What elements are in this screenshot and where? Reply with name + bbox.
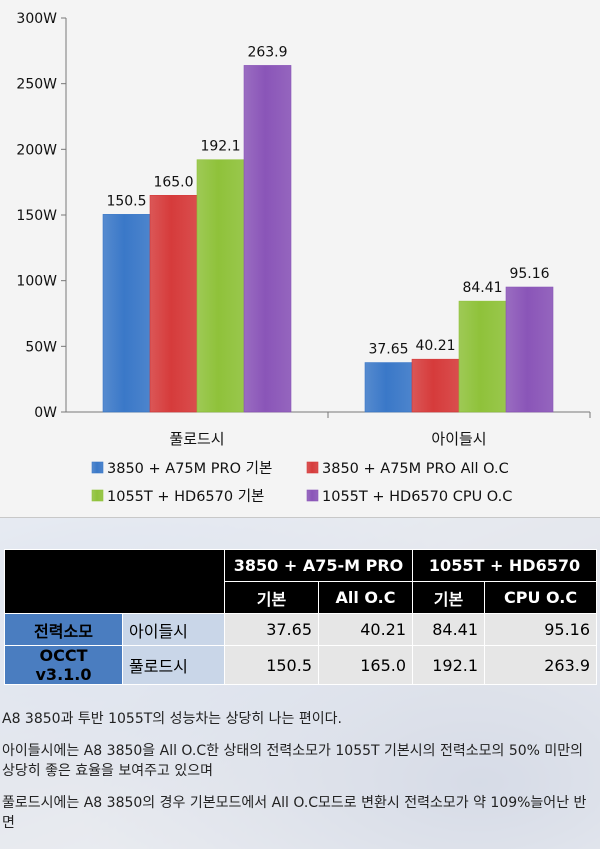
table-cell: 165.0 — [317, 645, 414, 685]
bar — [243, 65, 292, 413]
bar — [364, 362, 413, 413]
table-corner — [4, 549, 225, 614]
table-header-cell: 기본 — [412, 581, 486, 614]
legend-label: 1055T + HD6570 기본 — [107, 488, 264, 505]
paragraph-2: 아이들시에는 A8 3850을 All O.C한 상태의 전력소모가 1055T… — [2, 743, 584, 779]
y-tick-label: 250W — [16, 77, 57, 93]
table-cell: 150.5 — [224, 645, 319, 685]
data-label: 263.9 — [247, 44, 287, 60]
table-header-cell: CPU O.C — [484, 581, 598, 614]
table-cell: 95.16 — [484, 613, 598, 646]
table-header-group: 3850 + A75-M PRO — [223, 549, 414, 582]
legend-swatch — [306, 461, 319, 474]
power-chart: 0W 50W 100W 150W 200W 250W 300W 150.5 165.0 192.1… — [0, 0, 600, 518]
bar — [196, 159, 245, 413]
bar — [149, 195, 198, 413]
table-header-row-top: 3850 + A75-M PRO 1055T + HD6570 — [4, 549, 598, 614]
data-label: 95.16 — [509, 266, 549, 282]
x-category-label: 풀로드시 — [169, 430, 224, 448]
data-label: 150.5 — [106, 193, 146, 209]
table-row: OCCT v3.1.0 풀로드시 150.5 165.0 192.1 263.9 — [4, 645, 598, 685]
table-cell: 37.65 — [224, 613, 319, 646]
y-tick-label: 300W — [16, 11, 57, 27]
table-header-cell: 기본 — [224, 581, 319, 614]
data-label: 84.41 — [462, 280, 502, 296]
y-tick-label: 100W — [16, 274, 57, 290]
y-tick-label: 0W — [34, 405, 57, 421]
legend-swatch — [306, 489, 319, 502]
data-label: 192.1 — [200, 139, 240, 155]
table-row-sublabel: 풀로드시 — [122, 645, 225, 685]
y-tick-label: 50W — [25, 339, 57, 355]
data-label: 165.0 — [153, 174, 193, 190]
y-tick-label: 150W — [16, 208, 57, 224]
table-cell: 263.9 — [484, 645, 598, 685]
table-row: 전력소모 아이들시 37.65 40.21 84.41 95.16 — [4, 613, 598, 646]
power-chart-svg: 0W 50W 100W 150W 200W 250W 300W 150.5 165.0 192.1… — [16, 11, 591, 505]
table-header-cell: All O.C — [317, 581, 414, 614]
data-label: 37.65 — [368, 342, 408, 358]
table-cell: 192.1 — [412, 645, 486, 685]
bar — [411, 358, 460, 413]
y-tick-label: 200W — [16, 142, 57, 158]
bar — [458, 300, 507, 413]
paragraph-3: 풀로드시에는 A8 3850의 경우 기본모드에서 All O.C모드로 변환시… — [2, 795, 587, 831]
power-table: 3850 + A75-M PRO 1055T + HD6570 기본 All O… — [4, 549, 598, 685]
legend-label: 3850 + A75M PRO All O.C — [322, 461, 509, 477]
table-row-label: 전력소모 — [4, 613, 123, 646]
data-label: 40.21 — [415, 338, 455, 354]
legend-swatch — [91, 461, 104, 474]
paragraph-1: A8 3850과 투반 1055T의 성능차는 상당히 나는 편이다. — [2, 711, 342, 727]
table-header-group: 1055T + HD6570 — [412, 549, 598, 582]
legend-swatch — [91, 489, 104, 502]
table-row-label: OCCT v3.1.0 — [4, 645, 123, 685]
x-category-label: 아이들시 — [431, 430, 486, 448]
bar — [505, 286, 554, 413]
table-cell: 84.41 — [412, 613, 486, 646]
legend-label: 3850 + A75M PRO 기본 — [107, 460, 272, 477]
legend-label: 1055T + HD6570 CPU O.C — [322, 489, 512, 505]
table-row-sublabel: 아이들시 — [122, 613, 225, 646]
table-cell: 40.21 — [317, 613, 414, 646]
bar — [102, 214, 151, 413]
